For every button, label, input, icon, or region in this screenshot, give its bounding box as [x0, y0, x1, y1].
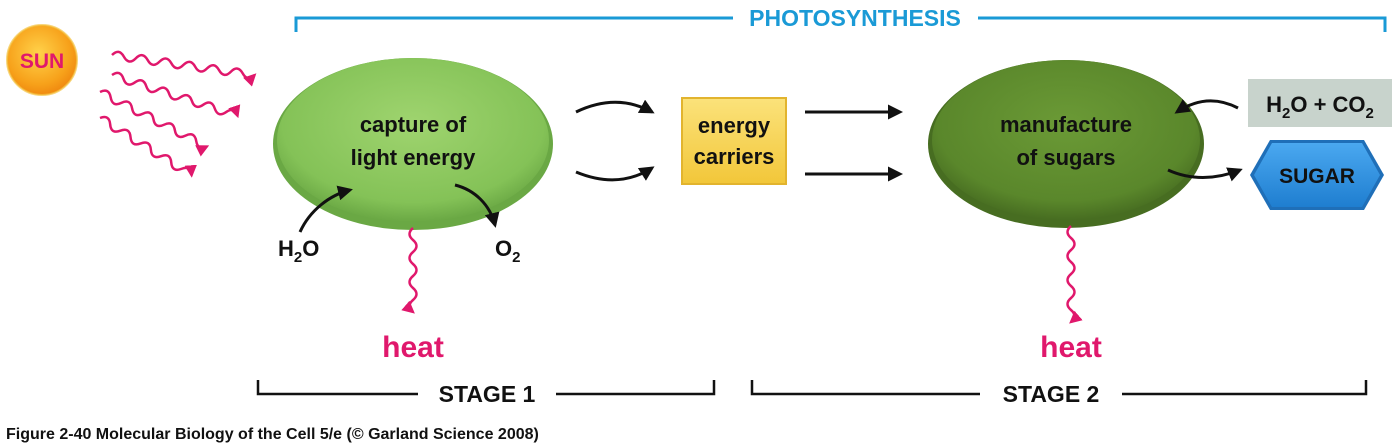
stage2-reaction-arrows	[1167, 99, 1243, 182]
water-input: H2O	[278, 236, 319, 266]
stage2-line1: manufacture	[1000, 112, 1132, 137]
sugar-hexagon-icon: SUGAR	[1250, 140, 1384, 210]
sugar-label: SUGAR	[1279, 165, 1355, 188]
energy-carriers-box: energy carriers	[681, 97, 787, 185]
stage1-oval: capture of light energy	[273, 58, 553, 230]
stage2-oval: manufacture of sugars	[928, 60, 1204, 228]
stage1-reaction-arrows	[298, 183, 500, 233]
carrier-arrows-in	[575, 99, 655, 182]
stage2-line2: of sugars	[1016, 145, 1115, 170]
light-wave-icon	[111, 50, 257, 87]
sun-icon: SUN	[6, 24, 78, 96]
figure-caption: Figure 2-40 Molecular Biology of the Cel…	[6, 426, 539, 443]
light-wave-icon	[111, 71, 241, 119]
stage1-line1: capture of	[360, 112, 467, 137]
heat-wave-icon	[401, 227, 418, 314]
carriers-line1: energy	[698, 113, 771, 138]
sun-label: SUN	[20, 50, 64, 73]
light-wave-icon	[99, 115, 197, 178]
photosynthesis-title: PHOTOSYNTHESIS	[749, 5, 961, 31]
water-co2-label: H2O + CO2	[1266, 92, 1374, 122]
stage2-bracket: STAGE 2	[750, 380, 1368, 407]
carrier-arrows-out	[805, 104, 903, 182]
stage1-label: STAGE 1	[439, 381, 536, 407]
light-waves	[99, 50, 257, 178]
stage1-line2: light energy	[351, 145, 476, 170]
light-wave-icon	[99, 89, 210, 157]
oxygen-output: O2	[495, 236, 520, 266]
photosynthesis-bracket: PHOTOSYNTHESIS	[294, 5, 1387, 32]
stage1-bracket: STAGE 1	[256, 380, 716, 407]
water-co2-box: H2O + CO2	[1248, 79, 1392, 127]
heat-wave-icon	[1066, 225, 1083, 324]
stage1-heat-label: heat	[382, 331, 444, 364]
stage2-label: STAGE 2	[1003, 381, 1100, 407]
stage2-heat-label: heat	[1040, 331, 1102, 364]
carriers-line2: carriers	[694, 144, 775, 169]
